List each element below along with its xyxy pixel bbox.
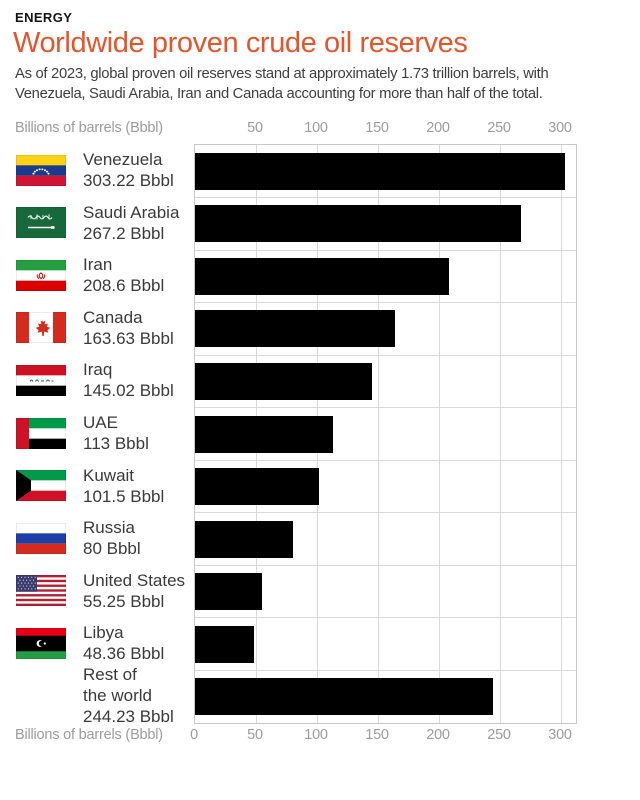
country-value: 113 Bbbl (83, 433, 149, 453)
country-name: UAE (83, 412, 118, 432)
gridline-horizontal (195, 354, 576, 356)
row-label: Rest of the world 244.23 Bbbl (83, 665, 195, 726)
country-value: 101.5 Bbbl (83, 486, 165, 506)
gridline-horizontal (195, 249, 576, 251)
country-value: 55.25 Bbbl (83, 591, 165, 611)
axis-tick: 250 (487, 727, 511, 743)
axis-bottom: Billions of barrels (Bbbl) 0 50 100 150 200 2… (0, 727, 640, 745)
page-title: Worldwide proven crude oil reserves (13, 27, 468, 59)
plot-area (194, 144, 577, 724)
gridline-horizontal (195, 302, 576, 304)
country-value: 244.23 Bbbl (83, 707, 174, 727)
axis-top: Billions of barrels (Bbbl) 50 100 150 200 25… (0, 120, 640, 138)
gridline-horizontal (195, 407, 576, 409)
flag-icon-uae (16, 417, 66, 449)
axis-tick: 300 (548, 120, 572, 136)
country-value: 163.63 Bbbl (83, 328, 174, 348)
gridline-horizontal (195, 197, 576, 199)
section-kicker: ENERGY (15, 10, 73, 25)
gridline-horizontal (195, 564, 576, 566)
bar-iran (195, 257, 450, 295)
country-name: Iran (83, 255, 113, 275)
country-value: 145.02 Bbbl (83, 381, 174, 401)
axis-tick: 150 (365, 120, 389, 136)
bar-libya (195, 625, 254, 663)
subtitle: As of 2023, global proven oil reserves s… (15, 66, 549, 102)
country-name: Iraq (83, 360, 113, 380)
axis-tick: 250 (487, 120, 511, 136)
country-name: United States (83, 570, 186, 590)
row-label: Canada 163.63 Bbbl (83, 302, 195, 355)
bar-united_states (195, 573, 263, 611)
bar-iraq (195, 362, 372, 400)
country-name: Rest of the world (83, 665, 152, 706)
bar-rest-of-world (195, 678, 493, 716)
country-value: 267.2 Bbbl (83, 223, 165, 243)
row-label: UAE 113 Bbbl (83, 407, 195, 460)
country-name: Libya (83, 623, 124, 643)
footer: CC $ BY NC SA Source: Oil & Gas Journal,… (0, 735, 640, 800)
bar-uae (195, 415, 333, 453)
country-name: Saudi Arabia (83, 202, 180, 222)
gridline-horizontal (195, 459, 576, 461)
country-value: 303.22 Bbbl (83, 171, 174, 191)
bar-russia (195, 520, 293, 558)
axis-tick: 50 (247, 727, 263, 743)
bar-venezuela (195, 152, 565, 190)
bar-canada (195, 310, 395, 348)
axis-tick: 300 (548, 727, 572, 743)
row-label: United States 55.25 Bbbl (83, 564, 195, 617)
flag-icon-saudi_arabia (16, 207, 66, 239)
row-label: Iraq 145.02 Bbbl (83, 354, 195, 407)
country-name: Russia (83, 518, 135, 538)
bar-saudi_arabia (195, 205, 521, 243)
axis-label-top: Billions of barrels (Bbbl) (15, 120, 163, 136)
flag-icon-kuwait (16, 470, 66, 502)
row-label: Saudi Arabia 267.2 Bbbl (83, 197, 195, 250)
row-label: Kuwait 101.5 Bbbl (83, 459, 195, 512)
axis-tick: 0 (190, 727, 198, 743)
axis-label-bottom: Billions of barrels (Bbbl) (15, 727, 163, 743)
flag-icon-venezuela (16, 154, 66, 186)
axis-tick: 50 (247, 120, 263, 136)
gridline-vertical (499, 145, 501, 723)
row-label: Iran 208.6 Bbbl (83, 249, 195, 302)
axis-tick: 200 (426, 120, 450, 136)
row-label: Venezuela 303.22 Bbbl (83, 144, 195, 197)
row-label: Libya 48.36 Bbbl (83, 617, 195, 670)
axis-tick: 150 (365, 727, 389, 743)
country-name: Venezuela (83, 150, 163, 170)
gridline-horizontal (195, 617, 576, 619)
country-name: Kuwait (83, 465, 135, 485)
bar-kuwait (195, 468, 319, 506)
flag-icon-iraq (16, 364, 66, 396)
flag-icon-canada (16, 312, 66, 344)
flag-icon-libya (16, 627, 66, 659)
country-name: Canada (83, 307, 143, 327)
gridline-horizontal (195, 669, 576, 671)
axis-tick: 100 (304, 120, 328, 136)
gridline-vertical (438, 145, 440, 723)
flag-icon-russia (16, 522, 66, 554)
country-value: 80 Bbbl (83, 539, 141, 559)
gridline-vertical (377, 145, 379, 723)
gridline-vertical (560, 145, 562, 723)
axis-tick: 100 (304, 727, 328, 743)
axis-tick: 200 (426, 727, 450, 743)
flag-icon-united_states (16, 575, 66, 607)
country-value: 48.36 Bbbl (83, 644, 165, 664)
gridline-horizontal (195, 512, 576, 514)
flag-icon-iran (16, 259, 66, 291)
country-value: 208.6 Bbbl (83, 276, 165, 296)
row-label: Russia 80 Bbbl (83, 512, 195, 565)
